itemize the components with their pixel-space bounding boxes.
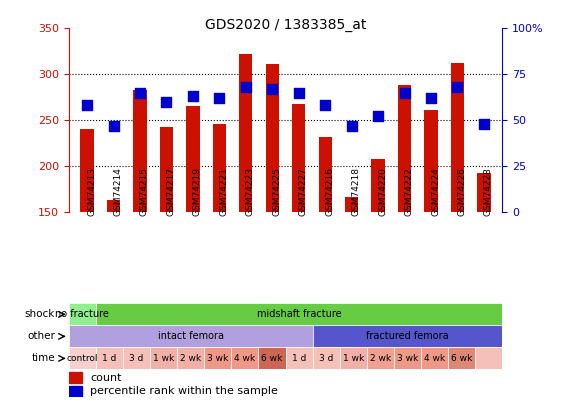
Point [135, 89, 144, 96]
Bar [107, 200, 120, 212]
FancyBboxPatch shape [204, 347, 231, 369]
Text: count: count [90, 373, 122, 383]
Text: GSM74216: GSM74216 [325, 167, 334, 216]
Text: 1 d: 1 d [102, 354, 116, 363]
Point [347, 122, 356, 129]
FancyBboxPatch shape [313, 325, 502, 347]
Text: midshaft fracture: midshaft fracture [257, 309, 341, 320]
Text: GSM74215: GSM74215 [140, 167, 149, 216]
Text: 6 wk: 6 wk [451, 354, 472, 363]
Bar [319, 136, 332, 212]
Text: GSM74224: GSM74224 [431, 168, 440, 216]
Text: 1 wk: 1 wk [153, 354, 174, 363]
Point [480, 120, 489, 127]
Text: 4 wk: 4 wk [424, 354, 445, 363]
Bar [451, 63, 464, 212]
Bar [345, 197, 358, 212]
Bar [398, 85, 411, 212]
Point [82, 102, 91, 109]
Point [268, 85, 277, 92]
Text: 3 d: 3 d [319, 354, 333, 363]
Point [453, 84, 462, 90]
Text: 3 wk: 3 wk [207, 354, 228, 363]
Text: shock: shock [25, 309, 55, 320]
Text: GSM74223: GSM74223 [246, 167, 255, 216]
Point [400, 89, 409, 96]
FancyBboxPatch shape [421, 347, 448, 369]
Bar [213, 124, 226, 212]
FancyBboxPatch shape [448, 347, 475, 369]
Text: GSM74218: GSM74218 [352, 167, 361, 216]
FancyBboxPatch shape [96, 303, 502, 325]
Text: 2 wk: 2 wk [180, 354, 201, 363]
Bar [239, 54, 252, 212]
FancyBboxPatch shape [231, 347, 258, 369]
Bar [424, 110, 437, 212]
FancyBboxPatch shape [394, 347, 421, 369]
Text: 6 wk: 6 wk [262, 354, 283, 363]
FancyBboxPatch shape [475, 347, 502, 369]
Text: 2 wk: 2 wk [370, 354, 391, 363]
Bar [69, 386, 82, 397]
Text: other: other [27, 331, 55, 341]
FancyBboxPatch shape [69, 303, 96, 325]
Text: GSM74228: GSM74228 [484, 167, 493, 216]
Text: intact femora: intact femora [158, 331, 224, 341]
Bar [160, 127, 173, 212]
Point [109, 122, 118, 129]
Point [188, 93, 198, 100]
Point [321, 102, 330, 109]
Bar [266, 64, 279, 212]
FancyBboxPatch shape [69, 325, 313, 347]
Bar [81, 129, 94, 212]
Text: GSM74217: GSM74217 [166, 167, 175, 216]
FancyBboxPatch shape [340, 347, 367, 369]
FancyBboxPatch shape [69, 347, 96, 369]
Text: 3 d: 3 d [129, 354, 143, 363]
Text: control: control [66, 354, 98, 363]
FancyBboxPatch shape [123, 347, 150, 369]
Text: 1 d: 1 d [292, 354, 306, 363]
Text: GSM74225: GSM74225 [272, 167, 282, 216]
Bar [477, 173, 490, 212]
FancyBboxPatch shape [177, 347, 204, 369]
Text: 3 wk: 3 wk [397, 354, 418, 363]
Text: time: time [31, 354, 55, 363]
Point [373, 113, 383, 119]
Text: GSM74227: GSM74227 [299, 167, 308, 216]
Text: GSM74214: GSM74214 [114, 167, 123, 216]
Point [427, 95, 436, 101]
FancyBboxPatch shape [367, 347, 394, 369]
Point [162, 98, 171, 105]
Text: 4 wk: 4 wk [234, 354, 255, 363]
Text: GSM74221: GSM74221 [219, 167, 228, 216]
Bar [69, 372, 82, 383]
Bar [186, 106, 199, 212]
Point [215, 95, 224, 101]
FancyBboxPatch shape [258, 347, 286, 369]
FancyBboxPatch shape [286, 347, 313, 369]
Text: GDS2020 / 1383385_at: GDS2020 / 1383385_at [205, 18, 366, 32]
FancyBboxPatch shape [96, 347, 123, 369]
Bar [292, 104, 305, 212]
Point [294, 89, 303, 96]
Point [241, 84, 250, 90]
Bar [372, 158, 385, 212]
FancyBboxPatch shape [150, 347, 177, 369]
Bar [134, 90, 147, 212]
Text: fractured femora: fractured femora [366, 331, 449, 341]
FancyBboxPatch shape [313, 347, 340, 369]
Text: GSM74222: GSM74222 [405, 168, 413, 216]
Text: GSM74213: GSM74213 [87, 167, 96, 216]
Text: no fracture: no fracture [55, 309, 109, 320]
Text: 1 wk: 1 wk [343, 354, 364, 363]
Text: GSM74220: GSM74220 [378, 167, 387, 216]
Text: percentile rank within the sample: percentile rank within the sample [90, 386, 278, 396]
Text: GSM74226: GSM74226 [457, 167, 467, 216]
Text: GSM74219: GSM74219 [193, 167, 202, 216]
